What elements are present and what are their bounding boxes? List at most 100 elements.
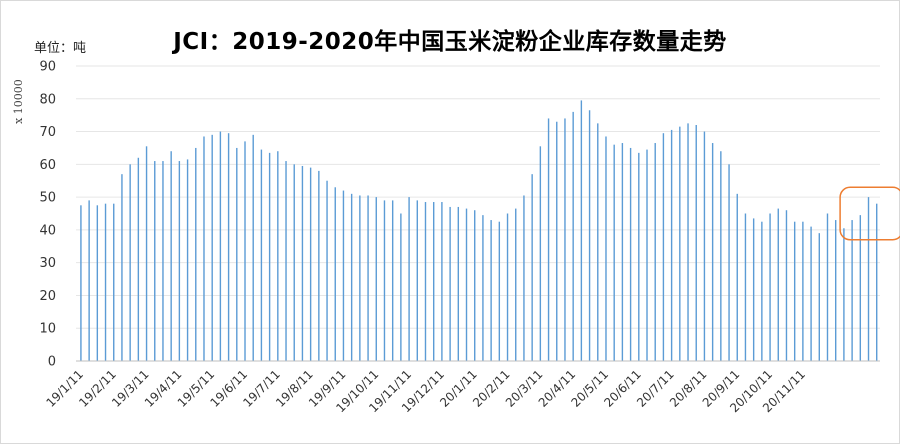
bar [432,202,435,361]
bar [728,164,730,361]
bar [761,221,763,361]
y-tick-label: 90 [39,60,56,75]
bar [580,100,583,362]
y-tick-label: 60 [39,158,56,173]
highlight-box [839,186,900,241]
bar [670,129,673,361]
bar [309,167,312,361]
bar [244,141,246,361]
bar [195,147,197,361]
bar [260,149,263,361]
bar [679,126,681,361]
bar [277,151,279,361]
bar [605,136,607,361]
bar [252,134,254,361]
bar [547,118,550,361]
bar [129,164,131,361]
bar [777,208,779,361]
bar [490,220,492,361]
unit-label: 单位：吨 [34,41,87,56]
bar [408,197,410,361]
bar [326,180,328,361]
bar [736,193,738,361]
bar [843,228,845,361]
y-tick-label: 20 [39,289,56,304]
bar [564,118,566,361]
y-tick-label: 80 [39,92,56,107]
y-tick-label: 0 [48,355,56,370]
bar [802,221,804,361]
bar [416,200,418,361]
bar [449,206,451,361]
bar [162,161,164,361]
bar [88,200,90,361]
bar [342,190,345,361]
bar [498,221,501,361]
bar [834,220,837,361]
bar [588,110,591,361]
x-axis-ticks: 19/1/1119/2/1119/3/1119/4/1119/5/1119/6/… [43,367,808,415]
bar [687,123,689,361]
bar [597,123,599,361]
bar [219,131,222,361]
bar [227,133,230,361]
bar [474,210,476,361]
bar [556,121,558,361]
bar [515,208,517,361]
bar [211,134,213,361]
y-tick-label: 70 [39,125,56,140]
bar [638,152,640,361]
bar [482,215,484,361]
bar [867,197,870,361]
y-tick-label: 30 [39,256,56,271]
bar [810,226,812,361]
bar [744,213,747,361]
bar [170,151,172,361]
bar [137,157,140,361]
bar [318,170,320,361]
bar [818,233,820,361]
bar [293,164,295,361]
chart-title: JCI：2019-2020年中国玉米淀粉企业库存数量走势 [173,29,727,55]
bar [465,208,468,361]
bar [236,147,238,361]
bar [703,131,706,361]
bar [752,218,755,361]
bar [391,200,394,361]
y-tick-label: 50 [39,191,56,206]
bar [96,205,99,361]
bar [359,195,361,361]
bar [203,136,205,361]
bar [457,206,460,361]
bar [268,152,271,361]
bar [646,149,648,361]
bar [531,174,533,361]
bar [383,200,386,361]
bar [441,202,443,361]
y-axis-ticks: 0 10 20 30 40 50 60 70 80 90 [39,60,56,370]
y-tick-label: 10 [39,322,56,337]
bar [154,161,156,361]
bar [539,146,542,361]
bar [695,125,697,361]
bar [334,187,336,361]
bar [121,174,123,361]
bar [145,146,148,361]
bar [851,220,853,361]
bar [178,161,181,361]
bars [80,100,878,362]
bar [876,203,878,361]
bar [572,111,574,361]
bar [769,213,771,361]
bar [621,143,624,361]
bar [350,193,353,361]
bar [285,161,287,361]
bar [113,203,115,361]
bar [662,133,665,361]
bar [400,213,402,361]
bar [367,195,369,361]
bar [375,197,377,361]
bar [506,213,509,361]
bar [523,195,525,361]
